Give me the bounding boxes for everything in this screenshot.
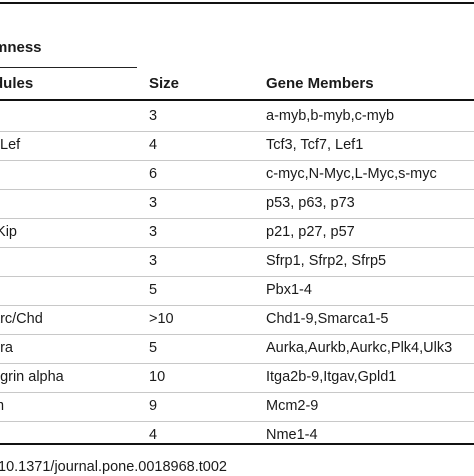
size-cell: 4 bbox=[149, 131, 157, 160]
table-row: c 6 c-myc,N-Myc,L-Myc,s-myc bbox=[0, 160, 474, 190]
size-cell: 9 bbox=[149, 392, 157, 421]
module-cell: egrin alpha bbox=[0, 363, 64, 392]
header-size: Size bbox=[149, 75, 179, 93]
doi-caption: 10.1371/journal.pone.0018968.t002 bbox=[0, 458, 227, 476]
size-cell: 10 bbox=[149, 363, 165, 392]
module-cell: ora bbox=[0, 334, 13, 363]
size-cell: 3 bbox=[149, 247, 157, 276]
genes-cell: p21, p27, p57 bbox=[266, 218, 355, 247]
module-cell: arc/Chd bbox=[0, 305, 43, 334]
table-row: ora 5 Aurka,Aurkb,Aurkc,Plk4,Ulk3 bbox=[0, 334, 474, 364]
genes-cell: Mcm2-9 bbox=[266, 392, 318, 421]
module-cell: f/Lef bbox=[0, 131, 20, 160]
size-cell: 3 bbox=[149, 189, 157, 218]
table-row: arc/Chd >10 Chd1-9,Smarca1-5 bbox=[0, 305, 474, 335]
top-rule bbox=[0, 2, 474, 4]
table-row: f/Lef 4 Tcf3, Tcf7, Lef1 bbox=[0, 131, 474, 161]
genes-cell: Chd1-9,Smarca1-5 bbox=[266, 305, 389, 334]
genes-cell: p53, p63, p73 bbox=[266, 189, 355, 218]
size-cell: 4 bbox=[149, 421, 157, 450]
genes-cell: c-myc,N-Myc,L-Myc,s-myc bbox=[266, 160, 437, 189]
header-rule bbox=[0, 99, 474, 101]
genes-cell: Sfrp1, Sfrp2, Sfrp5 bbox=[266, 247, 386, 276]
section-underline bbox=[0, 67, 137, 68]
table-row: egrin alpha 10 Itga2b-9,Itgav,Gpld1 bbox=[0, 363, 474, 393]
genes-cell: Pbx1-4 bbox=[266, 276, 312, 305]
table-row: 5 Pbx1-4 bbox=[0, 276, 474, 306]
table-row: o 3 a-myb,b-myb,c-myb bbox=[0, 102, 474, 132]
genes-cell: Nme1-4 bbox=[266, 421, 318, 450]
header-gene-members: Gene Members bbox=[266, 75, 374, 93]
size-cell: 3 bbox=[149, 102, 157, 131]
size-cell: 6 bbox=[149, 160, 157, 189]
size-cell: 5 bbox=[149, 334, 157, 363]
size-cell: >10 bbox=[149, 305, 174, 334]
section-title: mness bbox=[0, 39, 42, 57]
genes-cell: a-myb,b-myb,c-myb bbox=[266, 102, 394, 131]
table-row: e 4 Nme1-4 bbox=[0, 421, 474, 450]
header-modules: dules bbox=[0, 75, 33, 93]
bottom-rule bbox=[0, 443, 474, 445]
genes-cell: Aurka,Aurkb,Aurkc,Plk4,Ulk3 bbox=[266, 334, 452, 363]
module-cell: /Kip bbox=[0, 218, 17, 247]
table-row: p 3 Sfrp1, Sfrp2, Sfrp5 bbox=[0, 247, 474, 277]
table-row: 3 p53, p63, p73 bbox=[0, 189, 474, 219]
module-cell: m bbox=[0, 392, 4, 421]
genes-cell: Itga2b-9,Itgav,Gpld1 bbox=[266, 363, 396, 392]
genes-cell: Tcf3, Tcf7, Lef1 bbox=[266, 131, 363, 160]
table-row: /Kip 3 p21, p27, p57 bbox=[0, 218, 474, 248]
size-cell: 3 bbox=[149, 218, 157, 247]
size-cell: 5 bbox=[149, 276, 157, 305]
table-row: m 9 Mcm2-9 bbox=[0, 392, 474, 422]
